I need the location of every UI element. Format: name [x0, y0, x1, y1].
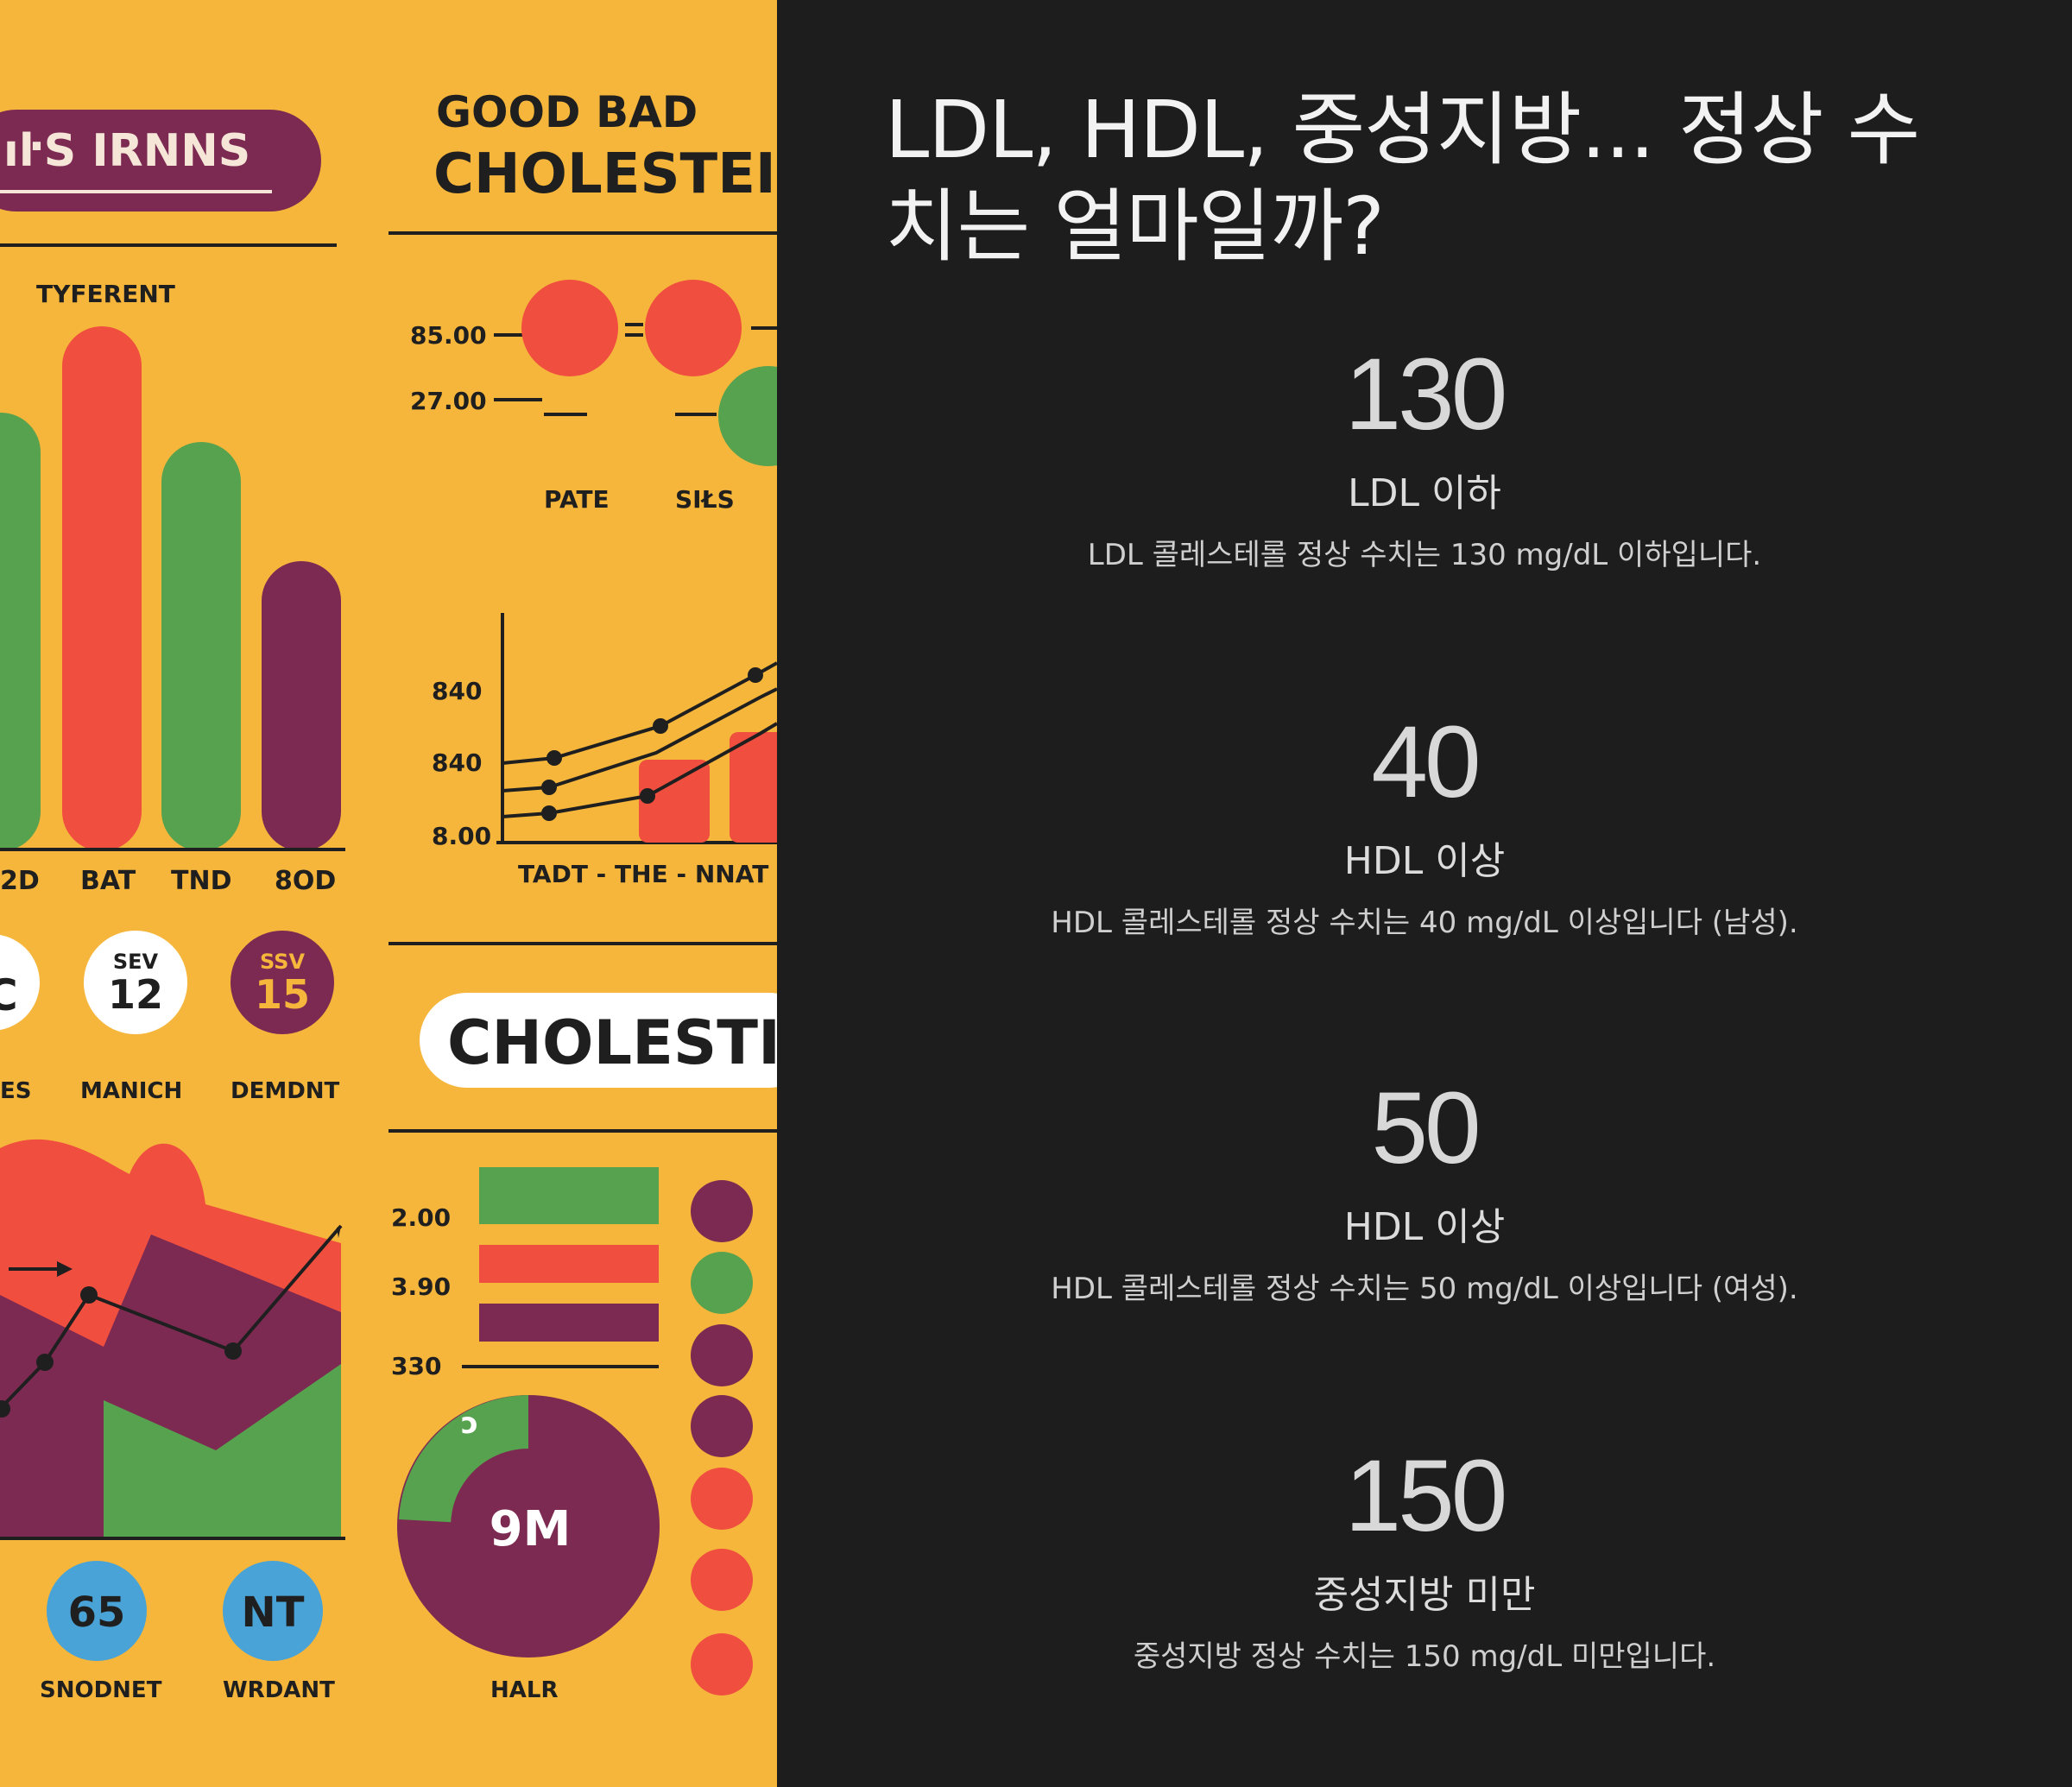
line-xlabel: TADT - THE - NNAT - — [518, 860, 777, 888]
stat-circle-1 — [84, 931, 187, 1034]
circle-0-value: C — [0, 970, 18, 1020]
bottom-label-2: WRDANT — [223, 1677, 335, 1703]
cholesterol-pill — [420, 993, 777, 1088]
stat-value: 130 — [1344, 338, 1508, 451]
dot-label-1: PATE — [544, 485, 610, 514]
stat-hdl-male: 40 HDL 이상 HDL 콜레스테롤 정상 수치는 40 mg/dL 이상입니… — [777, 706, 2072, 943]
content-panel: LDL, HDL, 중성지방... 정상 수치는 얼마일까? 130 LDL 이… — [777, 0, 2072, 1787]
bar-2 — [62, 326, 142, 851]
stat-label: LDL 이하 — [1348, 471, 1501, 515]
stat-label: HDL 이상 — [1343, 1205, 1506, 1249]
bottom-circle-2 — [223, 1561, 323, 1661]
stat-description: HDL 콜레스테롤 정상 수치는 40 mg/dL 이상입니다 (남성). — [1051, 906, 1798, 940]
stat-value: 150 — [1344, 1439, 1508, 1553]
bottom-circle-2-value: NT — [242, 1588, 305, 1637]
pill-text: CHOLESTI — [447, 1007, 777, 1078]
circle-label-2: MANICH — [80, 1078, 182, 1104]
dot-tick-1: 85.00 — [410, 321, 487, 350]
pie-small-label: ɔ — [461, 1406, 478, 1441]
stat-triglycerides: 150 중성지방 미만 중성지방 정상 수치는 150 mg/dL 미만입니다. — [777, 1440, 2072, 1676]
bottom-label-1: SNODNET — [40, 1677, 162, 1703]
line-tick-1: 840 — [432, 677, 482, 705]
line-tick-2: 840 — [432, 748, 482, 777]
stat-value: 40 — [1371, 705, 1481, 819]
hbar-tick-2: 3.90 — [391, 1272, 451, 1301]
dot-red-1 — [521, 280, 618, 376]
heading-cholesterol: CHOLESTEI — [433, 142, 776, 206]
bar-3 — [161, 442, 241, 851]
circle-1-small: SEV — [113, 950, 159, 974]
bar-label-2: BAT — [80, 866, 136, 896]
stat-hdl-female: 50 HDL 이상 HDL 콜레스테롤 정상 수치는 50 mg/dL 이상입니… — [777, 1072, 2072, 1309]
circle-label-1: ES — [0, 1078, 32, 1104]
pie-label: 9M — [490, 1501, 572, 1557]
stat-description: 중성지방 정상 수치는 150 mg/dL 미만입니다. — [1133, 1639, 1716, 1674]
stat-label: 중성지방 미만 — [1313, 1573, 1536, 1617]
dot-green — [718, 366, 777, 466]
hbar-tick-1: 2.00 — [391, 1203, 451, 1232]
stat-description: HDL 콜레스테롤 정상 수치는 50 mg/dL 이상입니다 (여성). — [1051, 1272, 1798, 1306]
page-title: LDL, HDL, 중성지방... 정상 수치는 얼마일까? — [885, 84, 1920, 273]
stat-label: HDL 이상 — [1343, 839, 1506, 883]
infographic-illustration: ıŀS IRNNS GOOD BAD CHOLESTEI TYFERENT 2D… — [0, 87, 777, 1703]
stat-description: LDL 콜레스테롤 정상 수치는 130 mg/dL 이하입니다. — [1087, 538, 1762, 572]
hbar-tick-3: 330 — [391, 1352, 441, 1380]
bar-label-1: 2D — [0, 866, 40, 896]
bottom-circle-1-value: 65 — [68, 1588, 126, 1637]
bottom-circle-1 — [47, 1561, 147, 1661]
dot-red-2 — [645, 280, 742, 376]
circle-2-value: 15 — [255, 971, 310, 1018]
bar-4 — [262, 561, 341, 851]
dot-tick-2: 27.00 — [410, 387, 487, 415]
bar-label-4: 8OD — [275, 866, 336, 896]
stat-circle-2 — [231, 931, 334, 1034]
bar-label-3: TND — [171, 866, 231, 896]
bottom-label-3: HALR — [490, 1677, 558, 1703]
bar-1 — [0, 413, 41, 851]
circle-label-3: DEMDNT — [231, 1078, 340, 1104]
stat-value: 50 — [1371, 1071, 1481, 1185]
bar-heading: TYFERENT — [36, 280, 175, 308]
dot-label-2: SIŁS — [675, 485, 735, 514]
heading-good-bad: GOOD BAD — [436, 87, 698, 137]
line-tick-3: 8.00 — [432, 822, 491, 850]
stat-ldl: 130 LDL 이하 LDL 콜레스테롤 정상 수치는 130 mg/dL 이하… — [777, 338, 2072, 575]
banner-text: ıŀS IRNNS — [3, 125, 250, 177]
banner-pill — [0, 110, 321, 212]
circle-1-value: 12 — [108, 971, 163, 1018]
circle-2-small: SSV — [260, 950, 305, 974]
cholesterol-infographic-image: ıŀS IRNNS GOOD BAD CHOLESTEI TYFERENT 2D… — [0, 0, 777, 1787]
